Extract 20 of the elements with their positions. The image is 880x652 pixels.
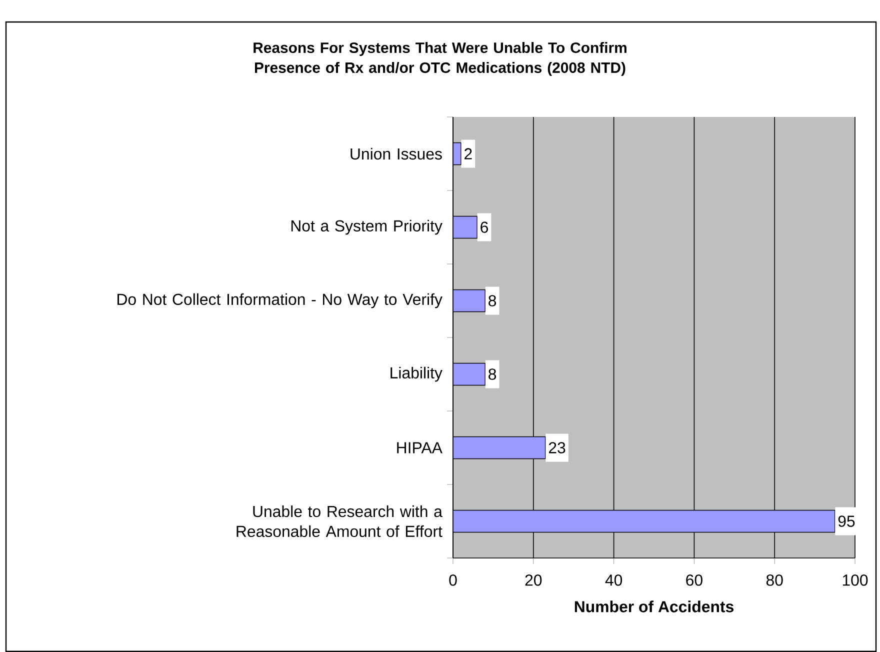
y-tick-label: Not a System Priority <box>291 220 442 235</box>
data-label: 23 <box>548 442 566 454</box>
x-tick-label: 100 <box>842 574 868 586</box>
data-label: 2 <box>464 148 472 160</box>
y-tick-label: Union Issues <box>350 148 442 160</box>
x-axis-title: Number of Accidents <box>574 600 734 612</box>
data-label: 8 <box>488 368 496 380</box>
x-tick-label: 20 <box>525 574 542 586</box>
data-label: 6 <box>480 222 488 233</box>
y-tick-label: Unable to Research with a Reasonable Amount of Effort <box>236 505 442 538</box>
y-tick-label: Do Not Collect Information - No Way to Verify <box>118 293 442 308</box>
data-label: 8 <box>488 295 496 306</box>
x-tick-label: 0 <box>449 574 457 586</box>
chart-title: Reasons For Systems That Were Unable To Confirm Presence of Rx and/or OTC Medications (2008 NTD) <box>254 42 626 76</box>
y-tick-label: Liability <box>390 366 442 382</box>
y-tick-label: HIPAA <box>397 442 442 454</box>
x-tick-label: 40 <box>605 574 622 586</box>
data-label: 95 <box>838 516 855 527</box>
x-tick-label: 80 <box>766 574 783 586</box>
x-tick-label: 60 <box>686 574 702 586</box>
